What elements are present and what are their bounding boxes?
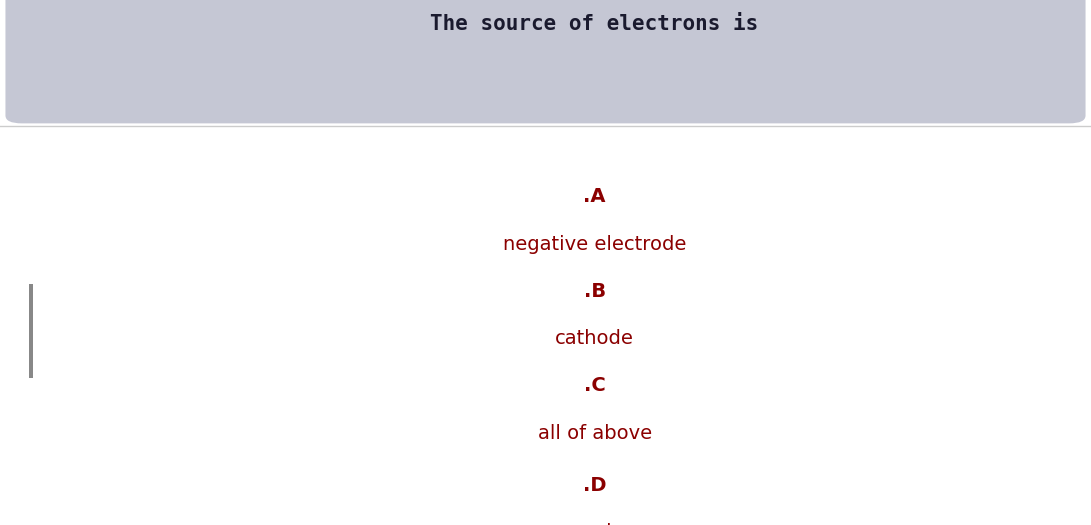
- Text: The source of electrons is: The source of electrons is: [431, 14, 758, 34]
- Text: negative electrode: negative electrode: [503, 235, 686, 254]
- Text: anode: anode: [564, 523, 625, 525]
- Text: all of above: all of above: [538, 424, 651, 443]
- FancyBboxPatch shape: [5, 0, 1086, 123]
- Text: .C: .C: [584, 376, 606, 395]
- Text: .A: .A: [584, 187, 606, 206]
- Text: cathode: cathode: [555, 329, 634, 348]
- Text: .B: .B: [584, 282, 606, 301]
- Text: .D: .D: [583, 476, 607, 495]
- Bar: [29, 284, 33, 378]
